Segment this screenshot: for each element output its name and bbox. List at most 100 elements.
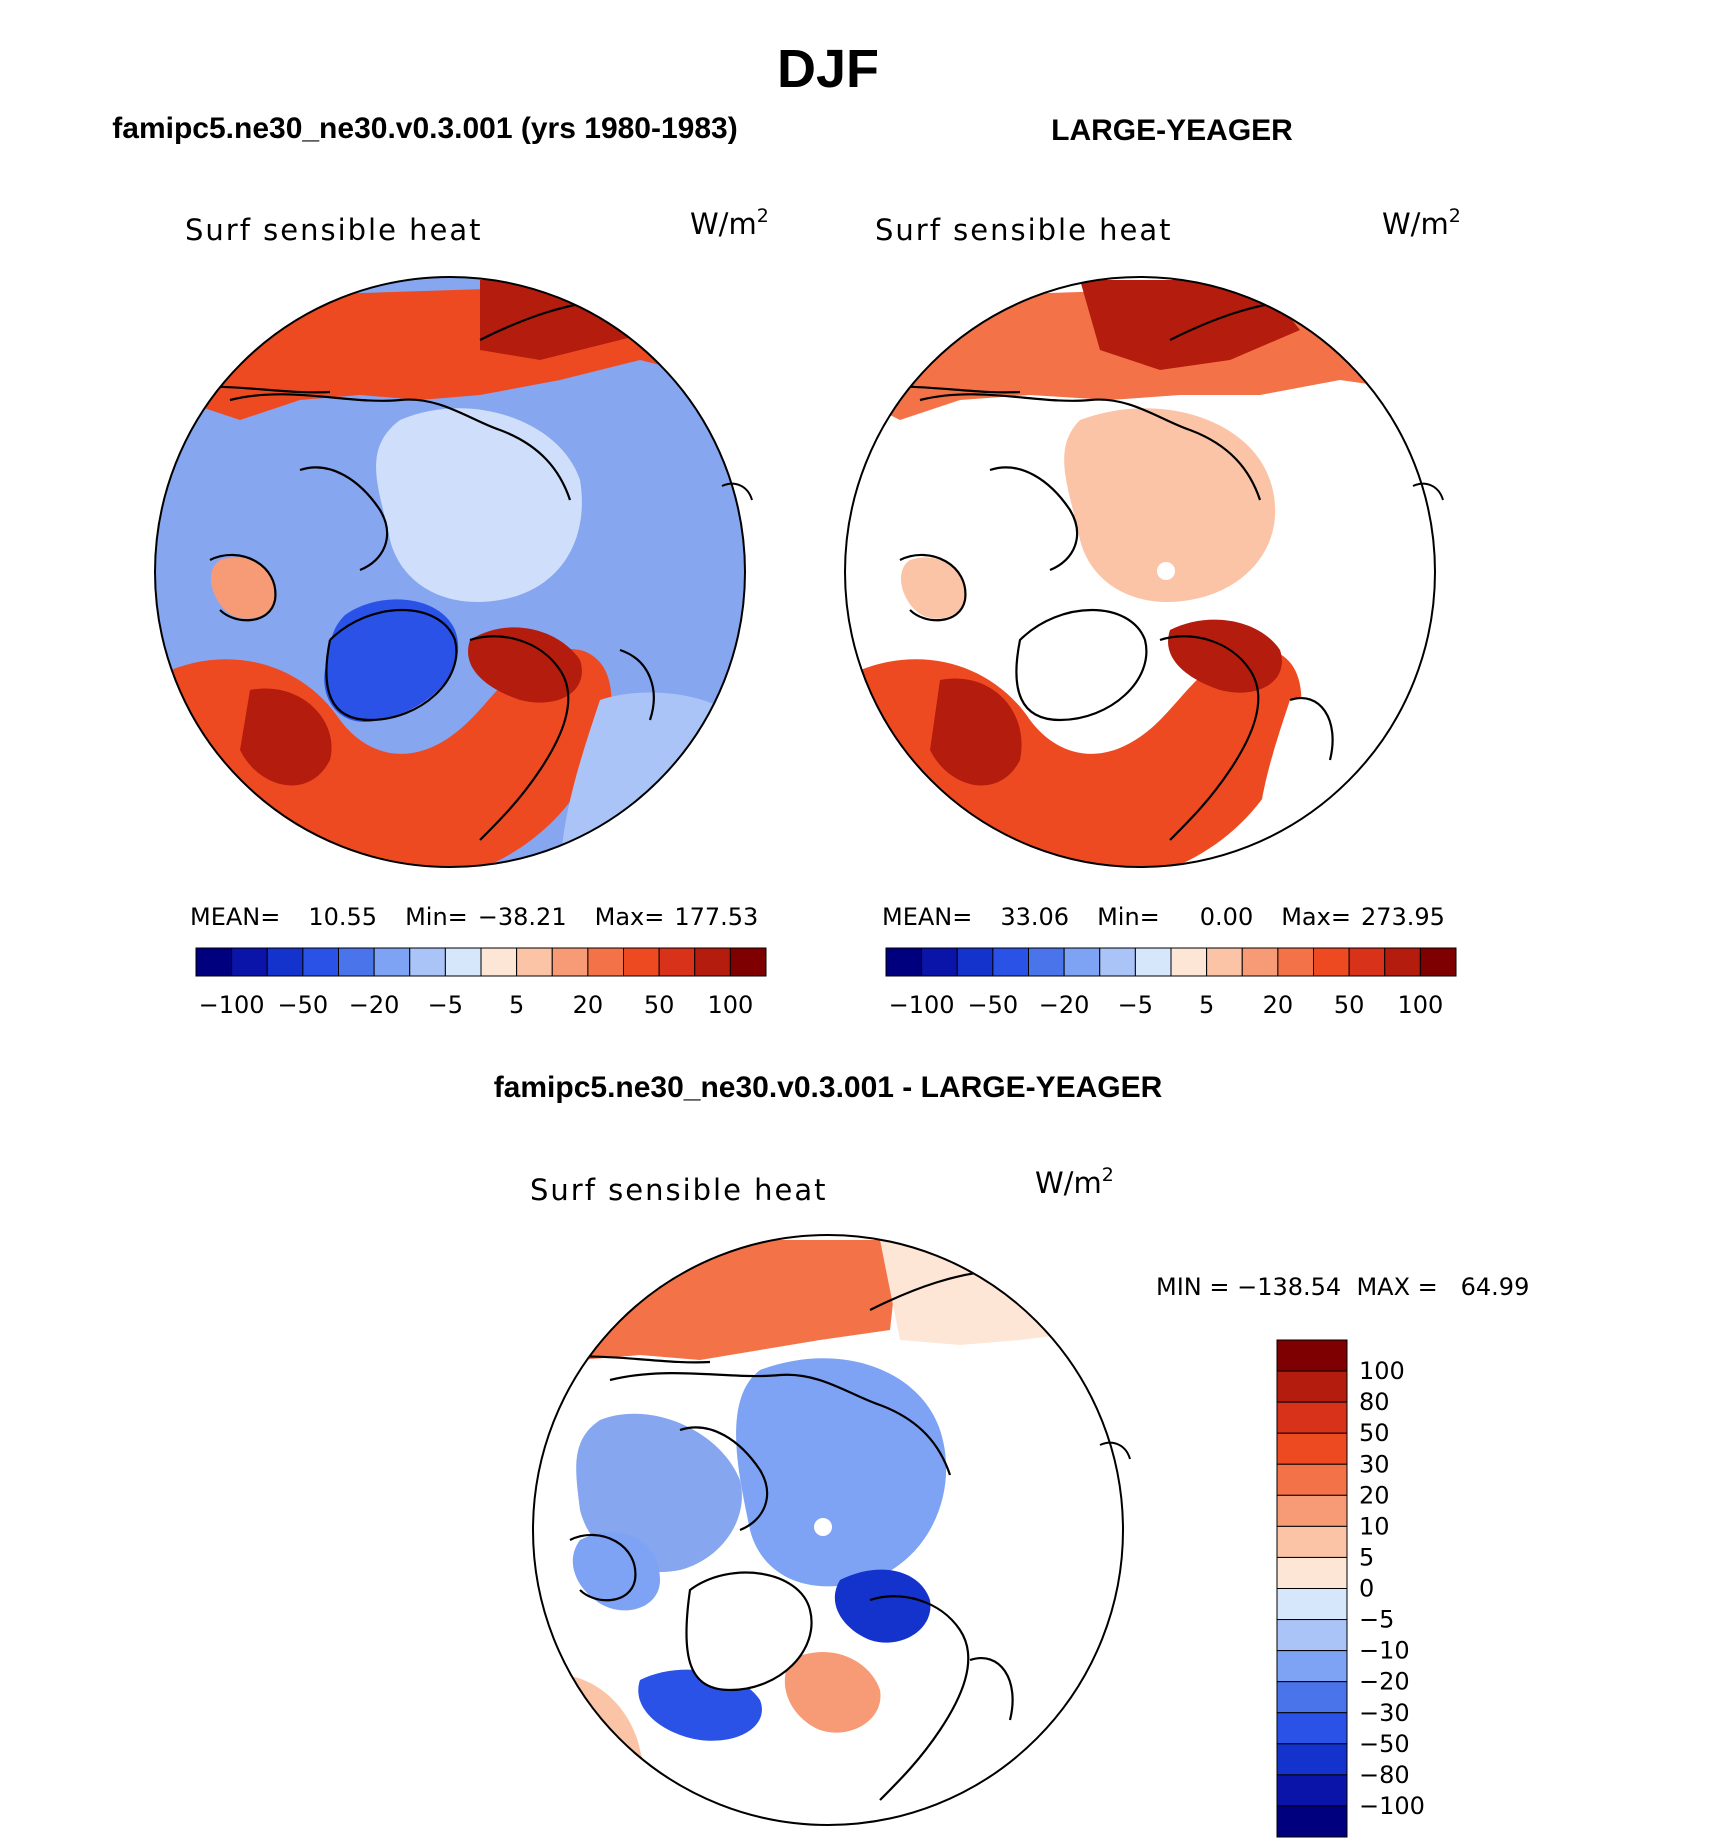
colorbar-tick-label: −30 <box>1359 1699 1410 1727</box>
colorbar-swatch <box>1241 947 1279 977</box>
norwegian-sea-field <box>468 627 582 703</box>
colorbar-swatch <box>1348 947 1386 977</box>
colorbar-swatch <box>195 947 233 977</box>
colorbar-swatch <box>1276 1712 1348 1745</box>
colorbar-tick-label: 5 <box>1359 1543 1374 1571</box>
colorbar-tick-label: 20 <box>573 991 604 1019</box>
colorbar-swatch <box>956 947 994 977</box>
colorbar-swatch <box>1099 947 1136 977</box>
colorbar-swatch <box>1276 1774 1348 1807</box>
hudson-bay-field <box>900 557 966 619</box>
colorbar-swatch <box>444 947 482 977</box>
variable-label: Surf sensible heat <box>875 213 1173 247</box>
colorbar-tick-label: 30 <box>1359 1450 1390 1478</box>
colorbar-swatch <box>1276 1494 1348 1527</box>
colorbar-swatch <box>231 947 268 977</box>
colorbar-tick-label: 20 <box>1263 991 1294 1019</box>
arctic-basin-field <box>736 1358 947 1587</box>
colorbar-tick-label: 5 <box>1199 991 1214 1019</box>
colorbar-tick-label: −20 <box>1039 991 1090 1019</box>
colorbar-swatch <box>1063 947 1101 977</box>
variable-label: Surf sensible heat <box>185 213 483 247</box>
coastline <box>899 393 1334 841</box>
north-pacific-core <box>1080 280 1300 370</box>
units-label: W/m2 <box>1382 205 1461 241</box>
colorbar-tick-label: −5 <box>1118 991 1153 1019</box>
eurasia-landmask <box>1257 692 1435 867</box>
greenland-landmask <box>1015 608 1148 722</box>
colorbar-swatch <box>266 947 304 977</box>
colorbar-swatch <box>1276 1401 1348 1434</box>
north-atlantic-core <box>930 678 1022 786</box>
colorbar-swatch <box>1276 1588 1348 1621</box>
colorbar-swatch <box>1134 947 1172 977</box>
colorbar-tick-label: 20 <box>1359 1481 1390 1509</box>
colorbar-swatch <box>302 947 339 977</box>
colorbar-swatch <box>1276 1681 1348 1714</box>
stats-line: MEAN= 10.55 Min= −38.21 Max= 177.53 <box>190 903 758 931</box>
stats-line: MEAN= 33.06 Min= 0.00 Max= 273.95 <box>882 903 1445 931</box>
colorbar-swatch <box>409 947 446 977</box>
greenland-field <box>324 599 459 722</box>
map-boundary <box>844 276 1436 868</box>
colorbar-tick-label: 50 <box>1359 1419 1390 1447</box>
pacific-fringe-field <box>880 1240 1123 1345</box>
canadian-archipelago-field <box>576 1413 742 1572</box>
colorbar-tick-label: 50 <box>644 991 675 1019</box>
polar-map <box>845 277 1435 867</box>
colorbar-swatch <box>921 947 958 977</box>
variable-label: Surf sensible heat <box>530 1173 828 1207</box>
colorbar-swatch <box>1276 1370 1348 1403</box>
aleutian-line <box>721 482 1444 1460</box>
coastline <box>209 393 655 841</box>
colorbar-tick-label: 50 <box>1334 991 1365 1019</box>
colorbar-swatch <box>480 947 518 977</box>
arctic-basin-field <box>1064 408 1276 602</box>
panel-header: LARGE-YEAGER <box>1051 114 1293 147</box>
colorbar-tick-label: −80 <box>1359 1761 1410 1789</box>
colorbar: −100 −50 −20 −5 5 20 50 100 <box>195 947 767 1019</box>
colorbar-swatch <box>658 947 696 977</box>
colorbar-tick-label: −50 <box>1359 1730 1410 1758</box>
map-boundary <box>154 276 746 868</box>
colorbar-swatch <box>1276 1432 1348 1465</box>
panel-model: famipc5.ne30_ne30.v0.3.001 (yrs 1980-198… <box>112 112 769 1019</box>
colorbar-tick-label: −20 <box>349 991 400 1019</box>
colorbar-swatch <box>551 947 589 977</box>
arctic-basin-field <box>376 408 582 602</box>
colorbar-swatch <box>992 947 1029 977</box>
colorbar-swatch <box>1276 1339 1348 1372</box>
colorbar-swatch <box>1276 1650 1348 1683</box>
hudson-bay-field <box>572 1532 660 1611</box>
minmax-label: MIN = −138.54 MAX = 64.99 <box>1156 1273 1529 1301</box>
colorbar-swatch <box>1277 947 1314 977</box>
colorbar-tick-label: −50 <box>278 991 329 1019</box>
pole-marker <box>814 1518 832 1536</box>
colorbar-swatch <box>516 947 553 977</box>
norwegian-sea-field <box>784 1651 881 1733</box>
colorbar-swatch <box>1028 947 1065 977</box>
colorbar-tick-label: 80 <box>1359 1388 1390 1416</box>
units-label: W/m2 <box>1035 1164 1114 1200</box>
colorbar-tick-label: −100 <box>889 991 955 1019</box>
colorbar-swatch <box>1276 1619 1348 1652</box>
colorbar-swatch <box>1276 1805 1348 1838</box>
barents-sea-field <box>834 1569 931 1643</box>
colorbar-tick-label: −100 <box>1359 1792 1425 1820</box>
colorbar-tick-label: −10 <box>1359 1637 1410 1665</box>
colorbar-swatch <box>885 947 923 977</box>
colorbar-swatch <box>1384 947 1421 977</box>
units-label: W/m2 <box>690 205 769 241</box>
map-boundary <box>532 1234 1124 1826</box>
colorbar-tick-label: 100 <box>1359 1357 1405 1385</box>
hudson-bay-field <box>210 557 276 619</box>
colorbar-swatch <box>1206 947 1243 977</box>
panel-obs: LARGE-YEAGER Surf sensible heat W/m2 MEA… <box>844 114 1461 1019</box>
figure-title: DJF <box>777 39 879 99</box>
coastline <box>569 1372 1014 1801</box>
colorbar-swatch <box>1276 1525 1348 1558</box>
colorbar-swatch <box>1170 947 1208 977</box>
polar-map <box>155 277 745 867</box>
north-atlantic-core <box>240 688 332 786</box>
colorbar-swatch <box>373 947 411 977</box>
